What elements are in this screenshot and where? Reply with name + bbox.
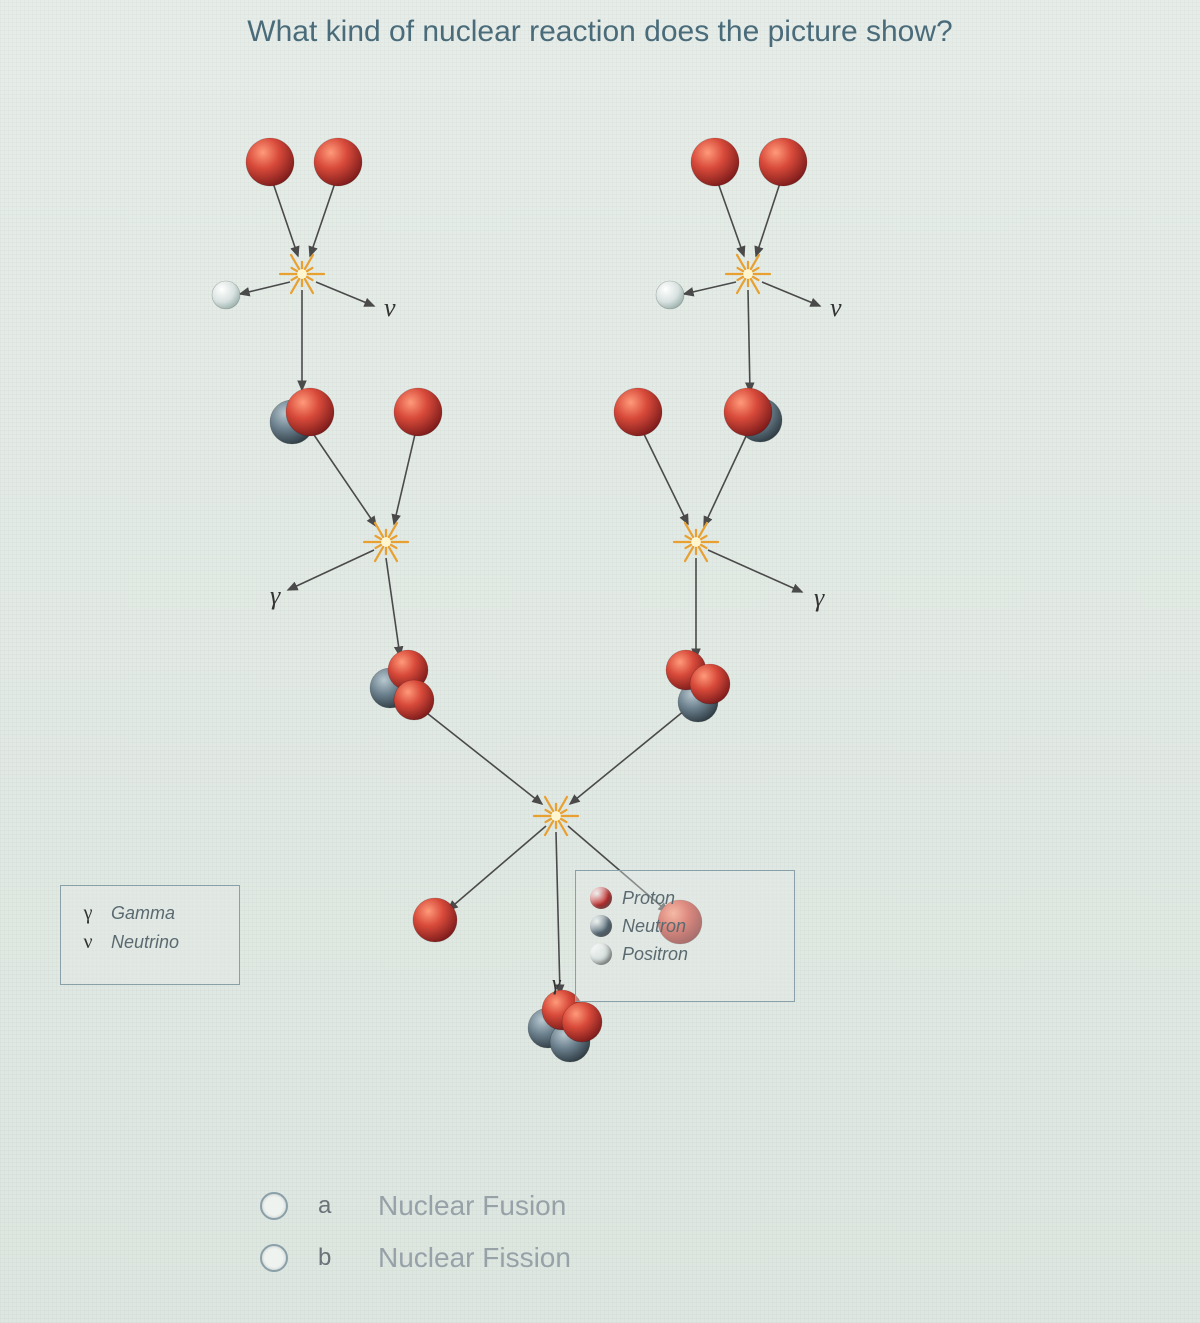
arrow bbox=[240, 282, 290, 294]
legend-symbol-item: γ Gamma bbox=[75, 902, 225, 925]
legend-symbols: γ Gammaν Neutrino bbox=[60, 885, 240, 985]
proton-particle bbox=[562, 1002, 602, 1042]
particle-label: ν bbox=[830, 293, 842, 322]
legend-symbol: γ bbox=[75, 902, 101, 925]
legend-label: Gamma bbox=[111, 903, 175, 924]
arrow bbox=[448, 826, 546, 910]
particle-label: γ bbox=[814, 583, 825, 612]
arrow bbox=[642, 430, 688, 524]
answer-letter: a bbox=[318, 1192, 348, 1220]
arrow bbox=[708, 550, 802, 592]
arrow bbox=[312, 432, 376, 526]
legend-symbol-item: ν Neutrino bbox=[75, 931, 225, 954]
positron-particle bbox=[212, 281, 240, 309]
question-text: What kind of nuclear reaction does the p… bbox=[0, 15, 1200, 49]
arrow bbox=[704, 432, 748, 526]
proton-particle bbox=[314, 138, 362, 186]
positron-particle bbox=[656, 281, 684, 309]
arrow bbox=[570, 706, 690, 804]
particle-label: γ bbox=[552, 970, 562, 995]
proton-particle bbox=[614, 388, 662, 436]
proton-particle bbox=[690, 664, 730, 704]
proton-particle bbox=[691, 138, 739, 186]
arrow bbox=[684, 282, 736, 294]
particle-label: ν bbox=[384, 293, 396, 322]
arrow bbox=[288, 550, 374, 590]
page: What kind of nuclear reaction does the p… bbox=[0, 0, 1200, 1323]
particle-label: γ bbox=[270, 581, 281, 610]
arrow bbox=[756, 180, 781, 256]
arrow bbox=[386, 558, 400, 656]
legend-particle-item: Positron bbox=[590, 943, 780, 965]
arrow bbox=[272, 180, 298, 256]
arrow bbox=[762, 282, 820, 306]
arrow bbox=[316, 282, 374, 306]
legend-label: Positron bbox=[622, 944, 688, 965]
proton-particle bbox=[413, 898, 457, 942]
legend-symbol: ν bbox=[75, 931, 101, 954]
legend-particle-item: Neutron bbox=[590, 915, 780, 937]
proton-particle bbox=[246, 138, 294, 186]
legend-particles: Proton Neutron Positron bbox=[575, 870, 795, 1002]
answer-text: Nuclear Fission bbox=[378, 1242, 571, 1274]
answer-option[interactable]: a Nuclear Fusion bbox=[260, 1190, 571, 1222]
legend-particle-item: Proton bbox=[590, 887, 780, 909]
arrow bbox=[717, 180, 744, 256]
collision-spark bbox=[674, 523, 718, 561]
legend-label: Proton bbox=[622, 888, 675, 909]
answer-letter: b bbox=[318, 1244, 348, 1272]
answer-text: Nuclear Fusion bbox=[378, 1190, 566, 1222]
radio-button[interactable] bbox=[260, 1244, 288, 1272]
proton-particle bbox=[286, 388, 334, 436]
arrow bbox=[394, 430, 416, 524]
legend-label: Neutrino bbox=[111, 932, 179, 953]
proton-particle bbox=[759, 138, 807, 186]
neutron-dot bbox=[590, 915, 612, 937]
answer-option[interactable]: b Nuclear Fission bbox=[260, 1242, 571, 1274]
proton-particle bbox=[724, 388, 772, 436]
arrow bbox=[310, 180, 336, 256]
legend-label: Neutron bbox=[622, 916, 686, 937]
radio-button[interactable] bbox=[260, 1192, 288, 1220]
positron-dot bbox=[590, 943, 612, 965]
answer-list: a Nuclear Fusion b Nuclear Fission bbox=[260, 1190, 571, 1294]
arrow bbox=[418, 706, 542, 804]
proton-particle bbox=[394, 680, 434, 720]
collision-spark bbox=[364, 523, 408, 561]
collision-spark bbox=[280, 255, 324, 293]
proton-dot bbox=[590, 887, 612, 909]
proton-particle bbox=[394, 388, 442, 436]
arrow bbox=[748, 290, 750, 392]
collision-spark bbox=[726, 255, 770, 293]
